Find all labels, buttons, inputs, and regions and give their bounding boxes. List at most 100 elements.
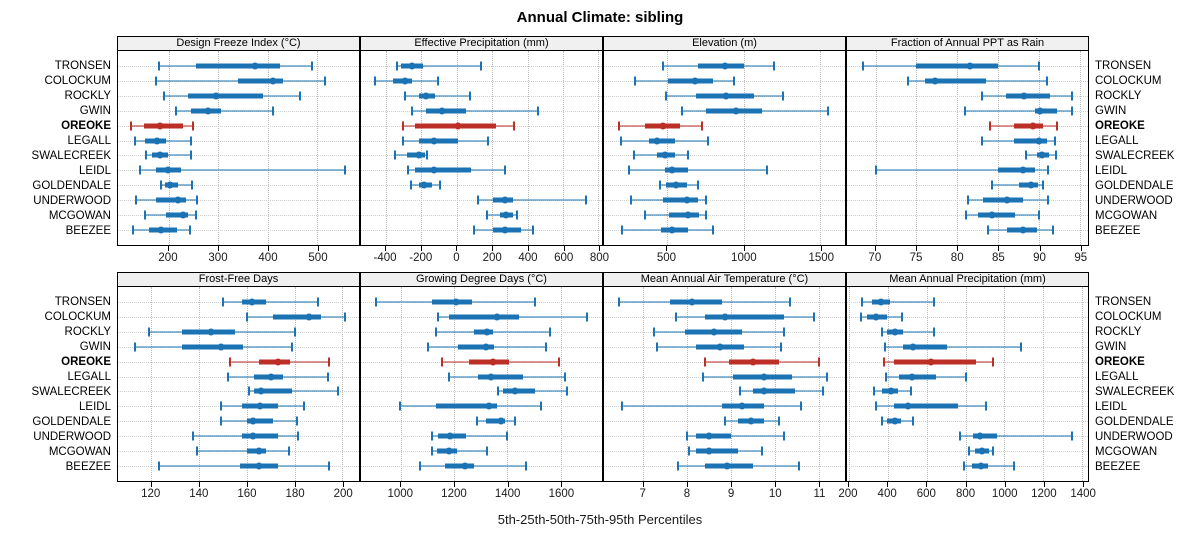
site-label-colockum: COLOCKUM bbox=[1095, 75, 1162, 87]
iqr-bar-25-75 bbox=[667, 78, 713, 84]
median-dot bbox=[977, 462, 985, 470]
row-guide bbox=[118, 200, 359, 202]
x-axis-mean-annual-precipitation-mm: 200 400 600 800 1000 1200 1400 bbox=[838, 482, 1096, 503]
axis-tick bbox=[666, 246, 668, 251]
row-guide bbox=[604, 125, 845, 127]
whisker-cap bbox=[1054, 136, 1057, 146]
median-dot bbox=[485, 402, 493, 410]
median-dot bbox=[978, 447, 986, 455]
whisker-5-95 bbox=[477, 199, 587, 202]
median-dot bbox=[760, 373, 768, 381]
median-dot bbox=[256, 402, 264, 410]
whisker-cap bbox=[875, 401, 878, 411]
whisker-5-95 bbox=[959, 435, 1073, 438]
median-dot bbox=[430, 137, 438, 145]
whisker-cap bbox=[410, 106, 413, 116]
median-dot bbox=[688, 298, 696, 306]
whisker-5-95 bbox=[249, 390, 338, 393]
iqr-bar-25-75 bbox=[156, 197, 186, 203]
panel-strip-fraction-of-annual-ppt-as-rain: Fraction of Annual PPT as Rain bbox=[846, 36, 1089, 51]
whisker-cap bbox=[513, 121, 516, 131]
whisker-cap bbox=[303, 401, 306, 411]
gridline bbox=[820, 51, 822, 245]
whisker-cap bbox=[643, 210, 646, 220]
median-dot bbox=[909, 343, 917, 351]
axis-tick-label: 400 bbox=[518, 252, 538, 264]
whisker-cap bbox=[618, 297, 621, 307]
panel-plot-design-freeze-index-c bbox=[117, 51, 360, 246]
whisker-cap bbox=[901, 312, 904, 322]
gridline bbox=[168, 51, 170, 245]
row-guide bbox=[847, 155, 1088, 157]
whisker-cap bbox=[226, 372, 229, 382]
site-label-swalecreek: SWALECREEK bbox=[1095, 386, 1175, 398]
iqr-bar-25-75 bbox=[916, 63, 999, 69]
axis-tick-label: 10 bbox=[768, 488, 782, 500]
iqr-bar-25-75 bbox=[415, 167, 471, 173]
median-dot bbox=[887, 387, 895, 395]
x-axis-fraction-of-annual-ppt-as-rain: 70 75 80 85 90 95 bbox=[846, 246, 1089, 267]
median-dot bbox=[1029, 122, 1037, 130]
axis-tick-label: 1200 bbox=[441, 488, 467, 500]
whisker-cap bbox=[813, 312, 816, 322]
whisker-5-95 bbox=[435, 330, 551, 333]
row-guide bbox=[847, 331, 1088, 333]
axis-tick bbox=[420, 246, 422, 251]
row-guide bbox=[361, 391, 602, 393]
whisker-cap bbox=[705, 195, 708, 205]
site-label-swalecreek: SWALECREEK bbox=[1095, 150, 1175, 162]
median-dot bbox=[257, 387, 265, 395]
site-label-underwood: UNDERWOOD bbox=[33, 195, 111, 207]
gridline bbox=[965, 287, 967, 481]
whisker-cap bbox=[782, 327, 785, 337]
iqr-bar-25-75 bbox=[663, 197, 699, 203]
whisker-cap bbox=[486, 136, 489, 146]
whisker-cap bbox=[295, 416, 298, 426]
site-label-tronsen: TRONSEN bbox=[1095, 296, 1152, 308]
whisker-cap bbox=[665, 91, 668, 101]
whisker-cap bbox=[430, 446, 433, 456]
whisker-cap bbox=[675, 312, 678, 322]
whisker-cap bbox=[317, 297, 320, 307]
whisker-cap bbox=[293, 327, 296, 337]
row-guide bbox=[847, 391, 1088, 393]
whisker-cap bbox=[1042, 180, 1045, 190]
whisker-5-95 bbox=[881, 330, 935, 333]
whisker-cap bbox=[703, 357, 706, 367]
whisker-5-95 bbox=[411, 109, 539, 112]
whisker-cap bbox=[485, 210, 488, 220]
axis-tick-label: 200 bbox=[838, 488, 858, 500]
whisker-cap bbox=[157, 461, 160, 471]
row-guide bbox=[118, 140, 359, 142]
site-label-legall: LEGALL bbox=[67, 135, 111, 147]
axis-tick-label: 200 bbox=[158, 252, 178, 264]
whisker-cap bbox=[988, 121, 991, 131]
median-dot bbox=[501, 196, 509, 204]
site-label-underwood: UNDERWOOD bbox=[33, 431, 111, 443]
axis-tick bbox=[385, 246, 386, 251]
whisker-cap bbox=[514, 416, 517, 426]
whisker-cap bbox=[1037, 210, 1040, 220]
iqr-bar-25-75 bbox=[648, 138, 675, 144]
gridline bbox=[492, 51, 494, 245]
median-dot bbox=[255, 447, 263, 455]
whisker-5-95 bbox=[196, 450, 289, 453]
median-dot bbox=[497, 417, 505, 425]
panel-strip-growing-degree-days-c: Growing Degree Days (°C) bbox=[360, 272, 603, 287]
whisker-cap bbox=[765, 165, 768, 175]
iqr-bar-25-75 bbox=[468, 359, 509, 365]
whisker-cap bbox=[437, 76, 440, 86]
site-label-mcgowan: MCGOWAN bbox=[48, 446, 111, 458]
site-label-gwin: GWIN bbox=[1095, 105, 1127, 117]
median-dot bbox=[747, 417, 755, 425]
site-label-goldendale: GOLDENDALE bbox=[32, 179, 111, 192]
iqr-bar-25-75 bbox=[246, 418, 274, 424]
whisker-cap bbox=[681, 106, 684, 116]
iqr-bar-25-75 bbox=[893, 359, 977, 365]
axis-tick-label: 1000 bbox=[991, 488, 1018, 500]
whisker-cap bbox=[585, 195, 588, 205]
whisker-cap bbox=[1024, 150, 1027, 160]
median-dot bbox=[255, 462, 263, 470]
median-dot bbox=[461, 462, 469, 470]
whisker-cap bbox=[298, 91, 301, 101]
